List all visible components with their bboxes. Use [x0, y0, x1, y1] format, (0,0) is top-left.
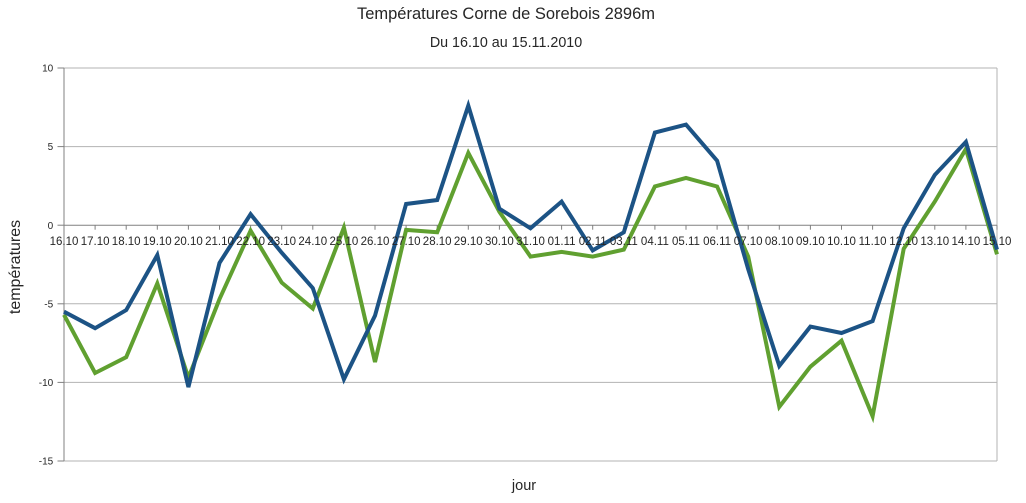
svg-text:08.10: 08.10	[765, 236, 794, 248]
svg-text:10: 10	[42, 64, 54, 75]
svg-text:06.11: 06.11	[703, 236, 731, 248]
svg-text:0: 0	[48, 221, 54, 232]
svg-text:05.11: 05.11	[672, 236, 700, 248]
svg-text:11.10: 11.10	[859, 236, 887, 248]
svg-text:24.10: 24.10	[298, 236, 327, 248]
svg-text:12.10: 12.10	[889, 236, 918, 248]
svg-text:13.10: 13.10	[920, 236, 949, 248]
svg-text:20.10: 20.10	[174, 236, 203, 248]
svg-text:22.10: 22.10	[236, 236, 265, 248]
svg-text:28.10: 28.10	[423, 236, 452, 248]
svg-text:températures: températures	[7, 220, 24, 314]
svg-text:01.11: 01.11	[548, 236, 576, 248]
svg-text:14.10: 14.10	[952, 236, 981, 248]
svg-text:17.10: 17.10	[81, 236, 110, 248]
svg-text:5: 5	[48, 142, 54, 153]
svg-text:-5: -5	[44, 299, 53, 310]
svg-text:09.10: 09.10	[796, 236, 825, 248]
svg-text:10.10: 10.10	[827, 236, 856, 248]
svg-text:07.10: 07.10	[734, 236, 763, 248]
svg-text:16.10: 16.10	[50, 236, 79, 248]
svg-text:18.10: 18.10	[112, 236, 141, 248]
svg-text:31.10: 31.10	[516, 236, 545, 248]
svg-text:Températures Corne de Sorebois: Températures Corne de Sorebois 2896m	[357, 5, 655, 23]
svg-text:26.10: 26.10	[361, 236, 390, 248]
svg-text:30.10: 30.10	[485, 236, 514, 248]
svg-text:19.10: 19.10	[143, 236, 172, 248]
svg-text:04.11: 04.11	[641, 236, 669, 248]
svg-text:21.10: 21.10	[205, 236, 234, 248]
svg-text:29.10: 29.10	[454, 236, 483, 248]
svg-text:02.11: 02.11	[579, 236, 607, 248]
svg-text:23.10: 23.10	[267, 236, 296, 248]
svg-text:Du 16.10 au 15.11.2010: Du 16.10 au 15.11.2010	[430, 35, 582, 51]
svg-text:-10: -10	[39, 378, 54, 389]
svg-text:-15: -15	[39, 457, 54, 468]
svg-text:15.10: 15.10	[983, 236, 1012, 248]
svg-text:25.10: 25.10	[330, 236, 359, 248]
svg-text:jour: jour	[511, 478, 536, 494]
svg-text:03.11: 03.11	[610, 236, 638, 248]
svg-text:27.10: 27.10	[392, 236, 421, 248]
